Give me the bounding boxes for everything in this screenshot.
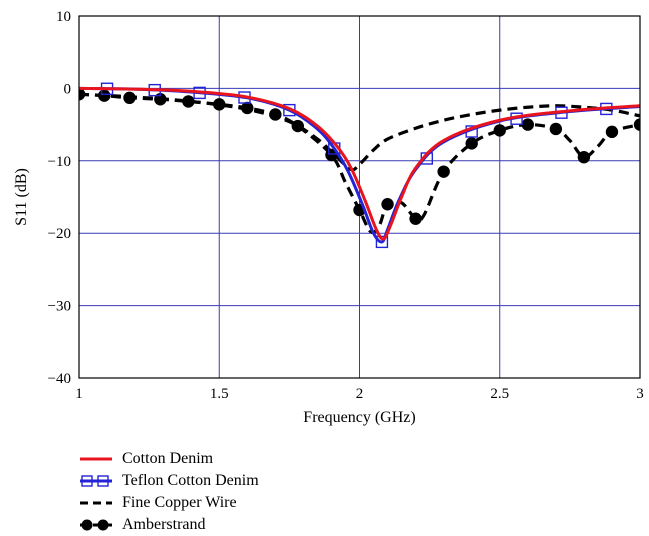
x-tick-label: 2 (356, 386, 364, 402)
plot-frame (78, 15, 641, 379)
legend-item-amberstrand: Amberstrand (78, 514, 259, 536)
y-tick-label: 0 (64, 81, 72, 97)
data-point-amberstrand (241, 101, 254, 115)
legend-label: Fine Copper Wire (122, 494, 237, 511)
legend-label: Amberstrand (122, 516, 206, 533)
s11-chart: 1 1.5 2 2.5 3 10 0 −10 −20 −30 −40 Frequency (GHz)… (13, 9, 644, 426)
data-point-teflon-cotton-denim (375, 235, 389, 249)
series-cotton-denim (79, 86, 640, 241)
legend-swatch-teflon-cotton-denim (80, 475, 112, 487)
legend-item-cotton-denim: Cotton Denim (78, 448, 259, 470)
x-tick-label: 3 (636, 386, 644, 402)
data-point-amberstrand (493, 124, 506, 137)
data-point-amberstrand (577, 150, 591, 164)
grid-lines (79, 16, 640, 378)
y-tick-label: −10 (48, 154, 71, 170)
y-tick-label: −40 (48, 371, 71, 387)
y-tick-label: −30 (48, 299, 71, 315)
legend-item-fine-copper-wire: Fine Copper Wire (78, 492, 259, 514)
data-point-amberstrand (633, 118, 640, 131)
legend-swatch-fine-copper-wire (80, 501, 112, 505)
data-point-amberstrand (182, 95, 195, 108)
legend-swatch-cotton-denim (80, 457, 112, 461)
y-tick-label: −20 (48, 226, 71, 242)
data-point-amberstrand (409, 212, 422, 225)
legend-swatch-amberstrand (80, 519, 112, 531)
data-point-amberstrand (605, 125, 619, 139)
data-point-amberstrand (123, 91, 136, 105)
x-tick-label: 1 (75, 386, 83, 402)
x-tick-label: 2.5 (490, 386, 509, 402)
x-tick-label: 1.5 (210, 386, 229, 402)
legend: Cotton Denim Teflon Cotton Denim Fine Copp… (78, 448, 259, 536)
x-axis-label: Frequency (GHz) (303, 409, 415, 426)
legend-item-teflon-cotton-denim: Teflon Cotton Denim (78, 470, 259, 492)
data-point-amberstrand (291, 119, 304, 133)
legend-label: Cotton Denim (122, 450, 214, 467)
data-point-amberstrand (549, 122, 563, 136)
data-point-amberstrand (213, 98, 226, 111)
series-line-cotton-denim (79, 86, 640, 241)
legend-label: Teflon Cotton Denim (122, 472, 259, 489)
series-line-amberstrand (79, 92, 640, 235)
data-point-amberstrand (437, 165, 450, 178)
y-axis-label: S11 (dB) (13, 168, 30, 226)
data-point-amberstrand (381, 198, 394, 211)
data-point-amberstrand (98, 89, 111, 102)
data-point-amberstrand (521, 118, 534, 131)
data-point-amberstrand (269, 108, 282, 121)
tick-labels: 1 1.5 2 2.5 3 10 0 −10 −20 −30 −40 (48, 9, 644, 402)
data-point-amberstrand (465, 137, 478, 150)
data-point-amberstrand (79, 87, 86, 101)
y-tick-label: 10 (56, 9, 71, 25)
series-layer (79, 82, 640, 249)
